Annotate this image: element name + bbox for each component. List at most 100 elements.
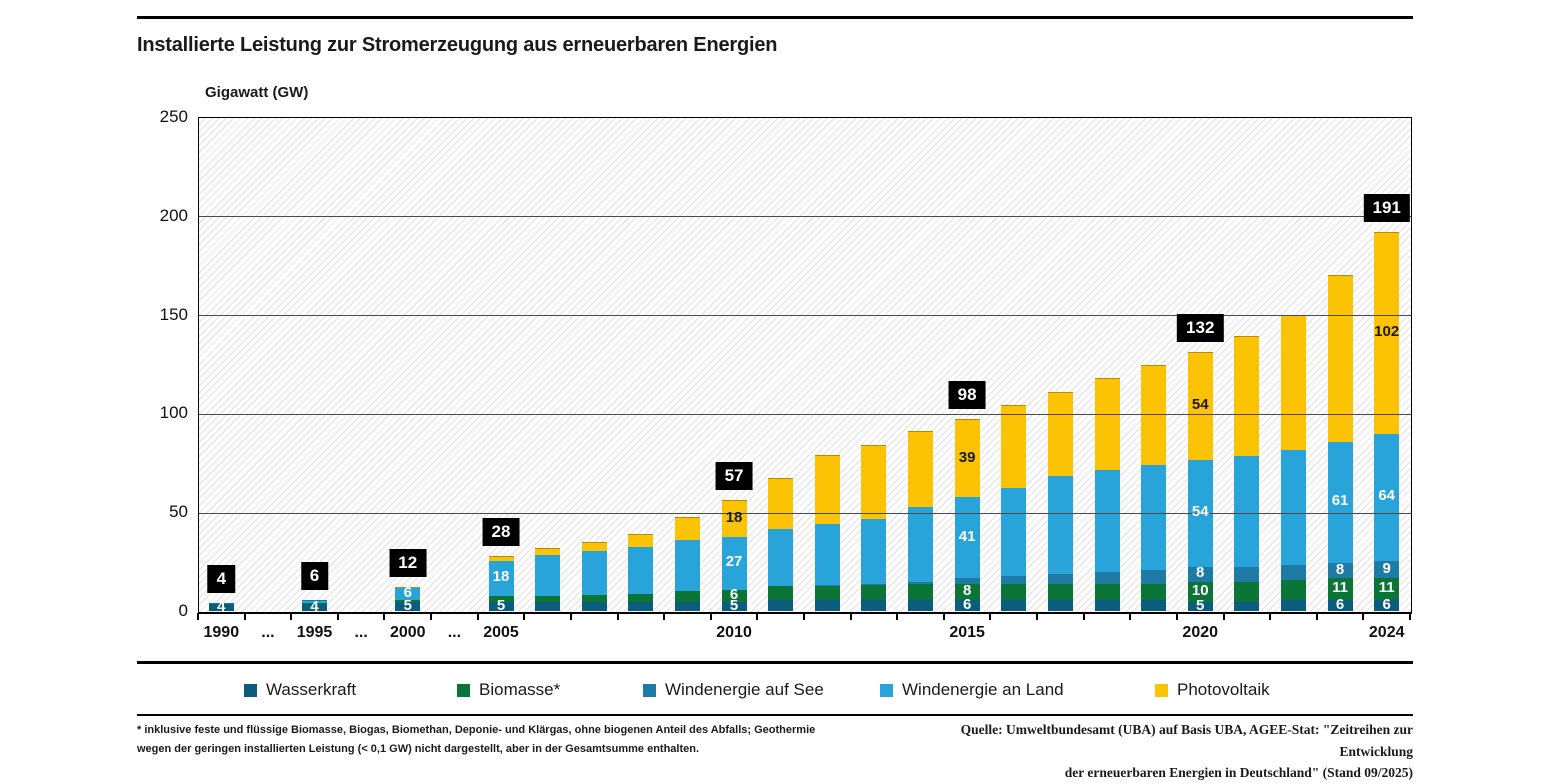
gridline-150 (199, 315, 1411, 317)
bar-segment-wasserkraft-2006 (535, 601, 561, 611)
total-label-2020: 132 (1177, 314, 1224, 343)
bar-segment-photovoltaik-2005 (488, 555, 514, 561)
segment-value-wind_see-2023: 8 (1335, 560, 1345, 578)
segment-value-photovoltaik-2024: 102 (1374, 323, 1400, 341)
x-tick-mark (663, 613, 666, 620)
bar-segment-wind_land-2012 (814, 522, 840, 585)
legend-swatch-biomasse (457, 683, 470, 697)
y-tick-label-0: 0 (178, 601, 188, 620)
bar-segment-wind_land-1990 (208, 602, 234, 604)
bar-segment-wasserkraft-2016 (1001, 599, 1027, 611)
segment-value-wind_see-2020: 8 (1196, 564, 1205, 582)
bar-segment-wasserkraft-2020 (1187, 601, 1213, 611)
bar-segment-wind_see-2019 (1141, 568, 1167, 585)
y-tick-label-50: 50 (169, 502, 188, 522)
footnote-line-2: wegen der geringen installierten Leistun… (137, 743, 700, 756)
bar-segment-wind_land-2008 (628, 545, 654, 594)
segment-value-wind_land-2000: 6 (403, 584, 412, 602)
bar-segment-biomasse-2017 (1047, 583, 1073, 601)
bar-segment-wind_land-2014 (908, 506, 934, 583)
segment-value-wind_land-2010: 27 (725, 553, 743, 571)
x-tick-label-2000: 2000 (389, 624, 426, 641)
segment-value-photovoltaik-2020: 54 (1191, 396, 1209, 414)
x-tick-mark (1409, 613, 1411, 620)
footnote-line-1: * inklusive feste und flüssige Biomasse,… (137, 724, 816, 736)
x-tick-label-dotdotdot: ... (447, 624, 462, 641)
x-tick-mark (1222, 613, 1225, 620)
total-label-2000: 12 (389, 549, 427, 578)
bar-segment-wasserkraft-2012 (814, 599, 840, 611)
x-tick-label-dotdotdot: ... (261, 624, 275, 641)
x-tick-label-2020: 2020 (1182, 624, 1219, 641)
bar-segment-photovoltaik-2021 (1234, 336, 1260, 456)
x-tick-mark (616, 613, 619, 620)
bar-segment-wind_land-2023 (1327, 441, 1353, 563)
x-tick-mark (523, 613, 526, 620)
bar-segment-photovoltaik-2023 (1327, 275, 1353, 443)
x-tick-label-1995: 1995 (296, 624, 333, 641)
bar-segment-photovoltaik-2011 (768, 478, 794, 529)
bar-segment-wind_see-2018 (1094, 571, 1120, 585)
segment-value-biomasse-2020: 10 (1191, 582, 1209, 600)
segment-value-wasserkraft-2010: 5 (729, 597, 739, 615)
segment-value-biomasse-2015: 8 (962, 582, 972, 600)
bar-segment-wasserkraft-2000 (395, 601, 421, 611)
total-label-1995: 6 (300, 561, 329, 590)
bar-segment-wasserkraft-2013 (861, 599, 887, 611)
segment-value-wasserkraft-2015: 6 (962, 596, 972, 614)
segment-value-wasserkraft-2005: 5 (496, 597, 506, 615)
bar-segment-wasserkraft-1995 (302, 603, 328, 611)
legend-label-wind_see: Windenergie auf See (665, 680, 824, 699)
x-tick-mark (1362, 613, 1365, 620)
source-line-1: Quelle: Umweltbundesamt (UBA) auf Basis … (960, 722, 1413, 759)
total-label-2010: 57 (715, 462, 753, 491)
segment-value-photovoltaik-2015: 39 (958, 448, 976, 466)
x-tick-mark (197, 613, 199, 620)
bar-segment-wind_land-2015 (954, 496, 980, 579)
legend-label-wind_land: Windenergie an Land (902, 680, 1064, 699)
bar-segment-wind_see-2022 (1280, 563, 1306, 581)
bar-segment-wasserkraft-2014 (908, 599, 934, 611)
gridline-100 (199, 413, 1411, 415)
bar-segment-wasserkraft-2022 (1280, 599, 1306, 611)
y-tick-label-250: 250 (159, 107, 188, 126)
bar-segment-biomasse-2022 (1280, 579, 1306, 601)
x-tick-label-dotdotdot: ... (354, 624, 368, 641)
y-axis-unit-label: Gigawatt (GW) (205, 84, 309, 101)
x-tick-mark (569, 613, 572, 620)
bar-segment-wind_land-2013 (861, 517, 887, 585)
segment-value-biomasse-2023: 11 (1332, 579, 1348, 597)
legend-label-wasserkraft: Wasserkraft (266, 680, 357, 699)
x-tick-mark (336, 613, 339, 620)
legend-top-divider (137, 661, 1413, 664)
bar-segment-wind_land-2010 (721, 535, 747, 591)
bar-segment-wind_see-2017 (1047, 573, 1073, 585)
segment-value-biomasse-2024: 11 (1378, 579, 1395, 597)
bar-segment-wind_land-2022 (1280, 448, 1306, 565)
bar-segment-wind_land-1995 (302, 599, 328, 603)
bar-segment-photovoltaik-2015 (954, 419, 980, 498)
bar-segment-biomasse-2019 (1141, 583, 1167, 601)
bar-segment-photovoltaik-2000 (395, 587, 421, 589)
bar-segment-biomasse-2016 (1001, 583, 1027, 601)
bar-segment-biomasse-2008 (628, 593, 654, 603)
plot-area (198, 117, 1412, 614)
segment-value-wind_land-2015: 41 (958, 527, 976, 545)
gridline-50 (199, 512, 1411, 514)
bar-segment-wasserkraft-2024 (1374, 599, 1400, 611)
chart-legend: Wasserkraft Biomasse* Windenergie auf See W… (198, 677, 1410, 703)
bar-segment-wind_land-2018 (1094, 468, 1120, 573)
x-tick-label-2015: 2015 (949, 624, 985, 641)
gridline-200 (199, 216, 1411, 218)
legend-swatch-wind_see (643, 683, 656, 697)
x-tick-label-2010: 2010 (716, 624, 752, 641)
x-tick-mark (709, 613, 712, 620)
legend-item-biomasse: Biomasse* (457, 677, 560, 703)
bar-segment-biomasse-2021 (1234, 581, 1260, 603)
segment-value-wasserkraft-2023: 6 (1335, 596, 1345, 614)
legend-item-wind_land: Windenergie an Land (880, 677, 1064, 703)
legend-item-wasserkraft: Wasserkraft (244, 677, 356, 703)
x-tick-mark (1082, 613, 1085, 620)
x-tick-mark (1036, 613, 1039, 620)
legend-swatch-wind_land (880, 683, 893, 697)
